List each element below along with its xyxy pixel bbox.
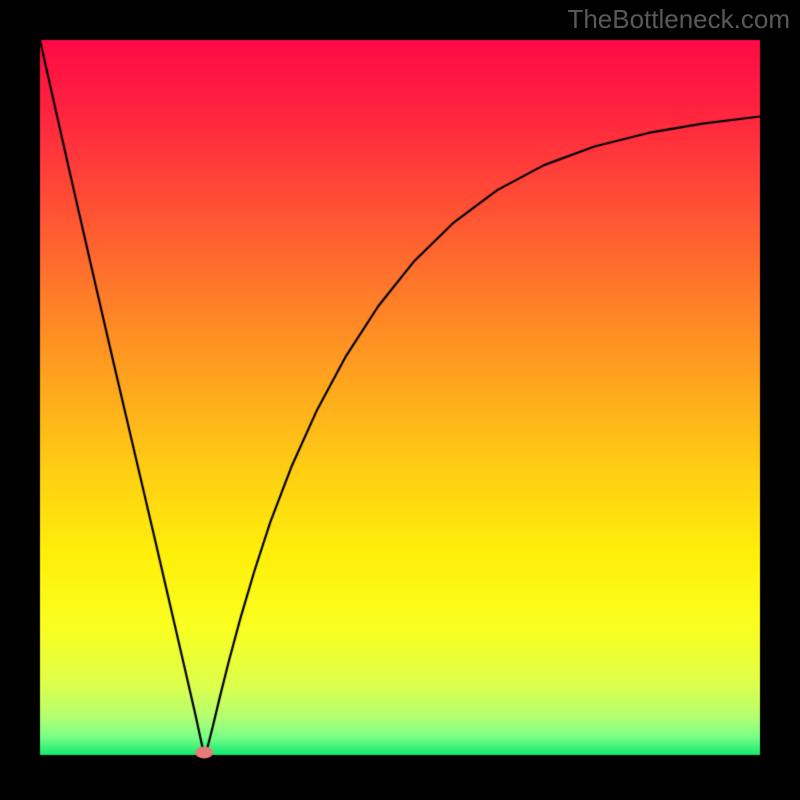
stage: TheBottleneck.com [0,0,800,800]
bottleneck-chart [0,0,800,800]
